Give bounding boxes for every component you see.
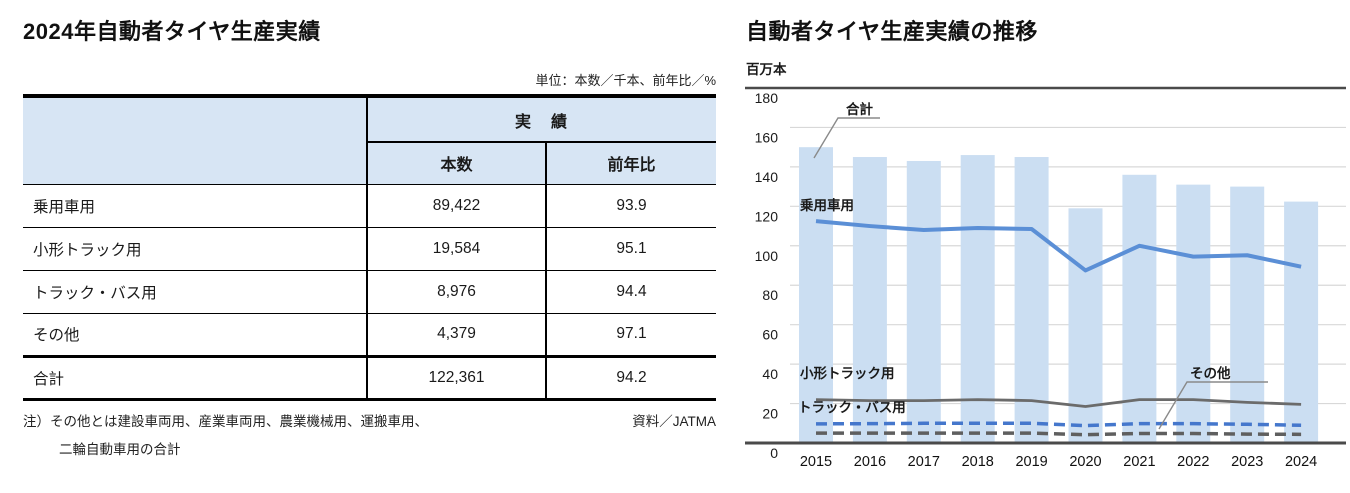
column-header-yoy: 前年比 <box>544 142 717 184</box>
x-tick-label: 2021 <box>1123 454 1155 470</box>
x-tick-label: 2018 <box>962 454 994 470</box>
x-tick-label: 2023 <box>1231 454 1263 470</box>
bar-2015 <box>799 147 833 443</box>
row-label: トラック・バス用 <box>23 269 367 313</box>
unit-note: 単位：本数／千本、前年比／% <box>535 73 716 88</box>
y-tick-label: 0 <box>770 445 778 461</box>
row-yoy-value: 94.4 <box>544 269 717 313</box>
table-row: その他 4,379 97.1 <box>23 312 717 356</box>
production-trend-chart: 0 20 40 60 80 100 120 140 160 180 2015 2016 2017 2018… <box>745 86 1346 470</box>
small-truck-series-label: 小形トラック用 <box>800 366 895 381</box>
y-tick-label: 60 <box>762 327 778 343</box>
row-label: 合計 <box>23 354 367 399</box>
production-table: 実 績 本数 前年比 乗用車用 89,422 93.9 小形トラック用 19,5… <box>23 94 717 401</box>
column-header-units: 本数 <box>366 142 546 184</box>
y-tick-label: 160 <box>755 129 779 145</box>
y-tick-label: 20 <box>762 406 778 422</box>
truck-bus-series-label: トラック・バス用 <box>798 400 906 415</box>
x-tick-label: 2019 <box>1015 454 1047 470</box>
x-tick-label: 2020 <box>1069 454 1101 470</box>
total-series-label: 合計 <box>846 101 874 117</box>
bar-2018 <box>960 155 995 444</box>
y-tick-label: 180 <box>755 90 779 106</box>
row-units-value: 122,361 <box>366 354 546 399</box>
passenger-car-series-label: 乗用車用 <box>799 197 854 213</box>
row-label: 乗用車用 <box>23 183 367 227</box>
footnote: 注）その他とは建設車両用、産業車両用、農業機械用、運搬車用、 資料／JATMA … <box>23 410 716 458</box>
x-tick-label: 2016 <box>854 454 886 470</box>
bar-2024 <box>1284 201 1319 443</box>
bar-2022 <box>1176 184 1211 443</box>
group-header-results: 実 績 <box>365 96 717 143</box>
row-label: 小形トラック用 <box>23 226 367 270</box>
y-tick-label: 80 <box>762 287 778 303</box>
passenger-car-line <box>815 219 1302 273</box>
other-line <box>816 431 1302 437</box>
row-units-value: 4,379 <box>366 312 546 356</box>
production-chart-panel: 自動者タイヤ生産実績の推移 百万本 0 20 40 60 80 100 120 140 160 1… <box>738 14 1350 484</box>
other-leader-line <box>1158 381 1268 430</box>
other-series-label: その他 <box>1190 365 1231 381</box>
x-tick-label: 2015 <box>800 454 832 470</box>
chart-title: 自動者タイヤ生産実績の推移 <box>746 19 1038 44</box>
footnote-line1: 注）その他とは建設車両用、産業車両用、農業機械用、運搬車用、 <box>23 413 428 429</box>
y-axis-unit-label: 百万本 <box>746 62 787 77</box>
table-row-total: 合計 122,361 94.2 <box>23 354 717 399</box>
y-tick-label: 100 <box>755 248 779 264</box>
row-yoy-value: 93.9 <box>544 183 717 227</box>
corner-cell <box>23 96 367 184</box>
y-tick-label: 140 <box>755 169 779 185</box>
y-tick-label: 40 <box>762 366 778 382</box>
row-label: その他 <box>23 312 367 356</box>
row-units-value: 19,584 <box>366 226 546 270</box>
bar-2017 <box>906 160 941 443</box>
table-row: 乗用車用 89,422 93.9 <box>23 183 717 227</box>
truck-bus-line <box>815 421 1302 428</box>
row-units-value: 8,976 <box>366 269 546 313</box>
source-credit: 資料／JATMA <box>632 413 716 429</box>
table-title: 2024年自動者タイヤ生産実績 <box>23 19 321 44</box>
small-truck-line <box>815 398 1302 408</box>
y-tick-label: 120 <box>755 208 779 224</box>
table-row: 小形トラック用 19,584 95.1 <box>23 226 717 270</box>
bar-2019 <box>1014 157 1049 443</box>
bar-2023 <box>1230 186 1265 443</box>
total-leader-line <box>813 117 880 159</box>
bar-2021 <box>1122 174 1157 443</box>
table-row: トラック・バス用 8,976 94.4 <box>23 269 717 313</box>
x-tick-label: 2024 <box>1285 454 1317 470</box>
production-table-panel: 2024年自動者タイヤ生産実績 単位：本数／千本、前年比／% 実 績 本数 前年… <box>23 14 717 458</box>
row-yoy-value: 94.2 <box>544 354 717 399</box>
row-units-value: 89,422 <box>366 183 546 227</box>
row-yoy-value: 95.1 <box>544 226 717 270</box>
row-yoy-value: 97.1 <box>544 312 717 356</box>
bar-2016 <box>852 157 887 443</box>
footnote-line2: 二輪自動車用の合計 <box>59 441 181 457</box>
x-tick-label: 2017 <box>908 454 940 470</box>
x-tick-label: 2022 <box>1177 454 1209 470</box>
